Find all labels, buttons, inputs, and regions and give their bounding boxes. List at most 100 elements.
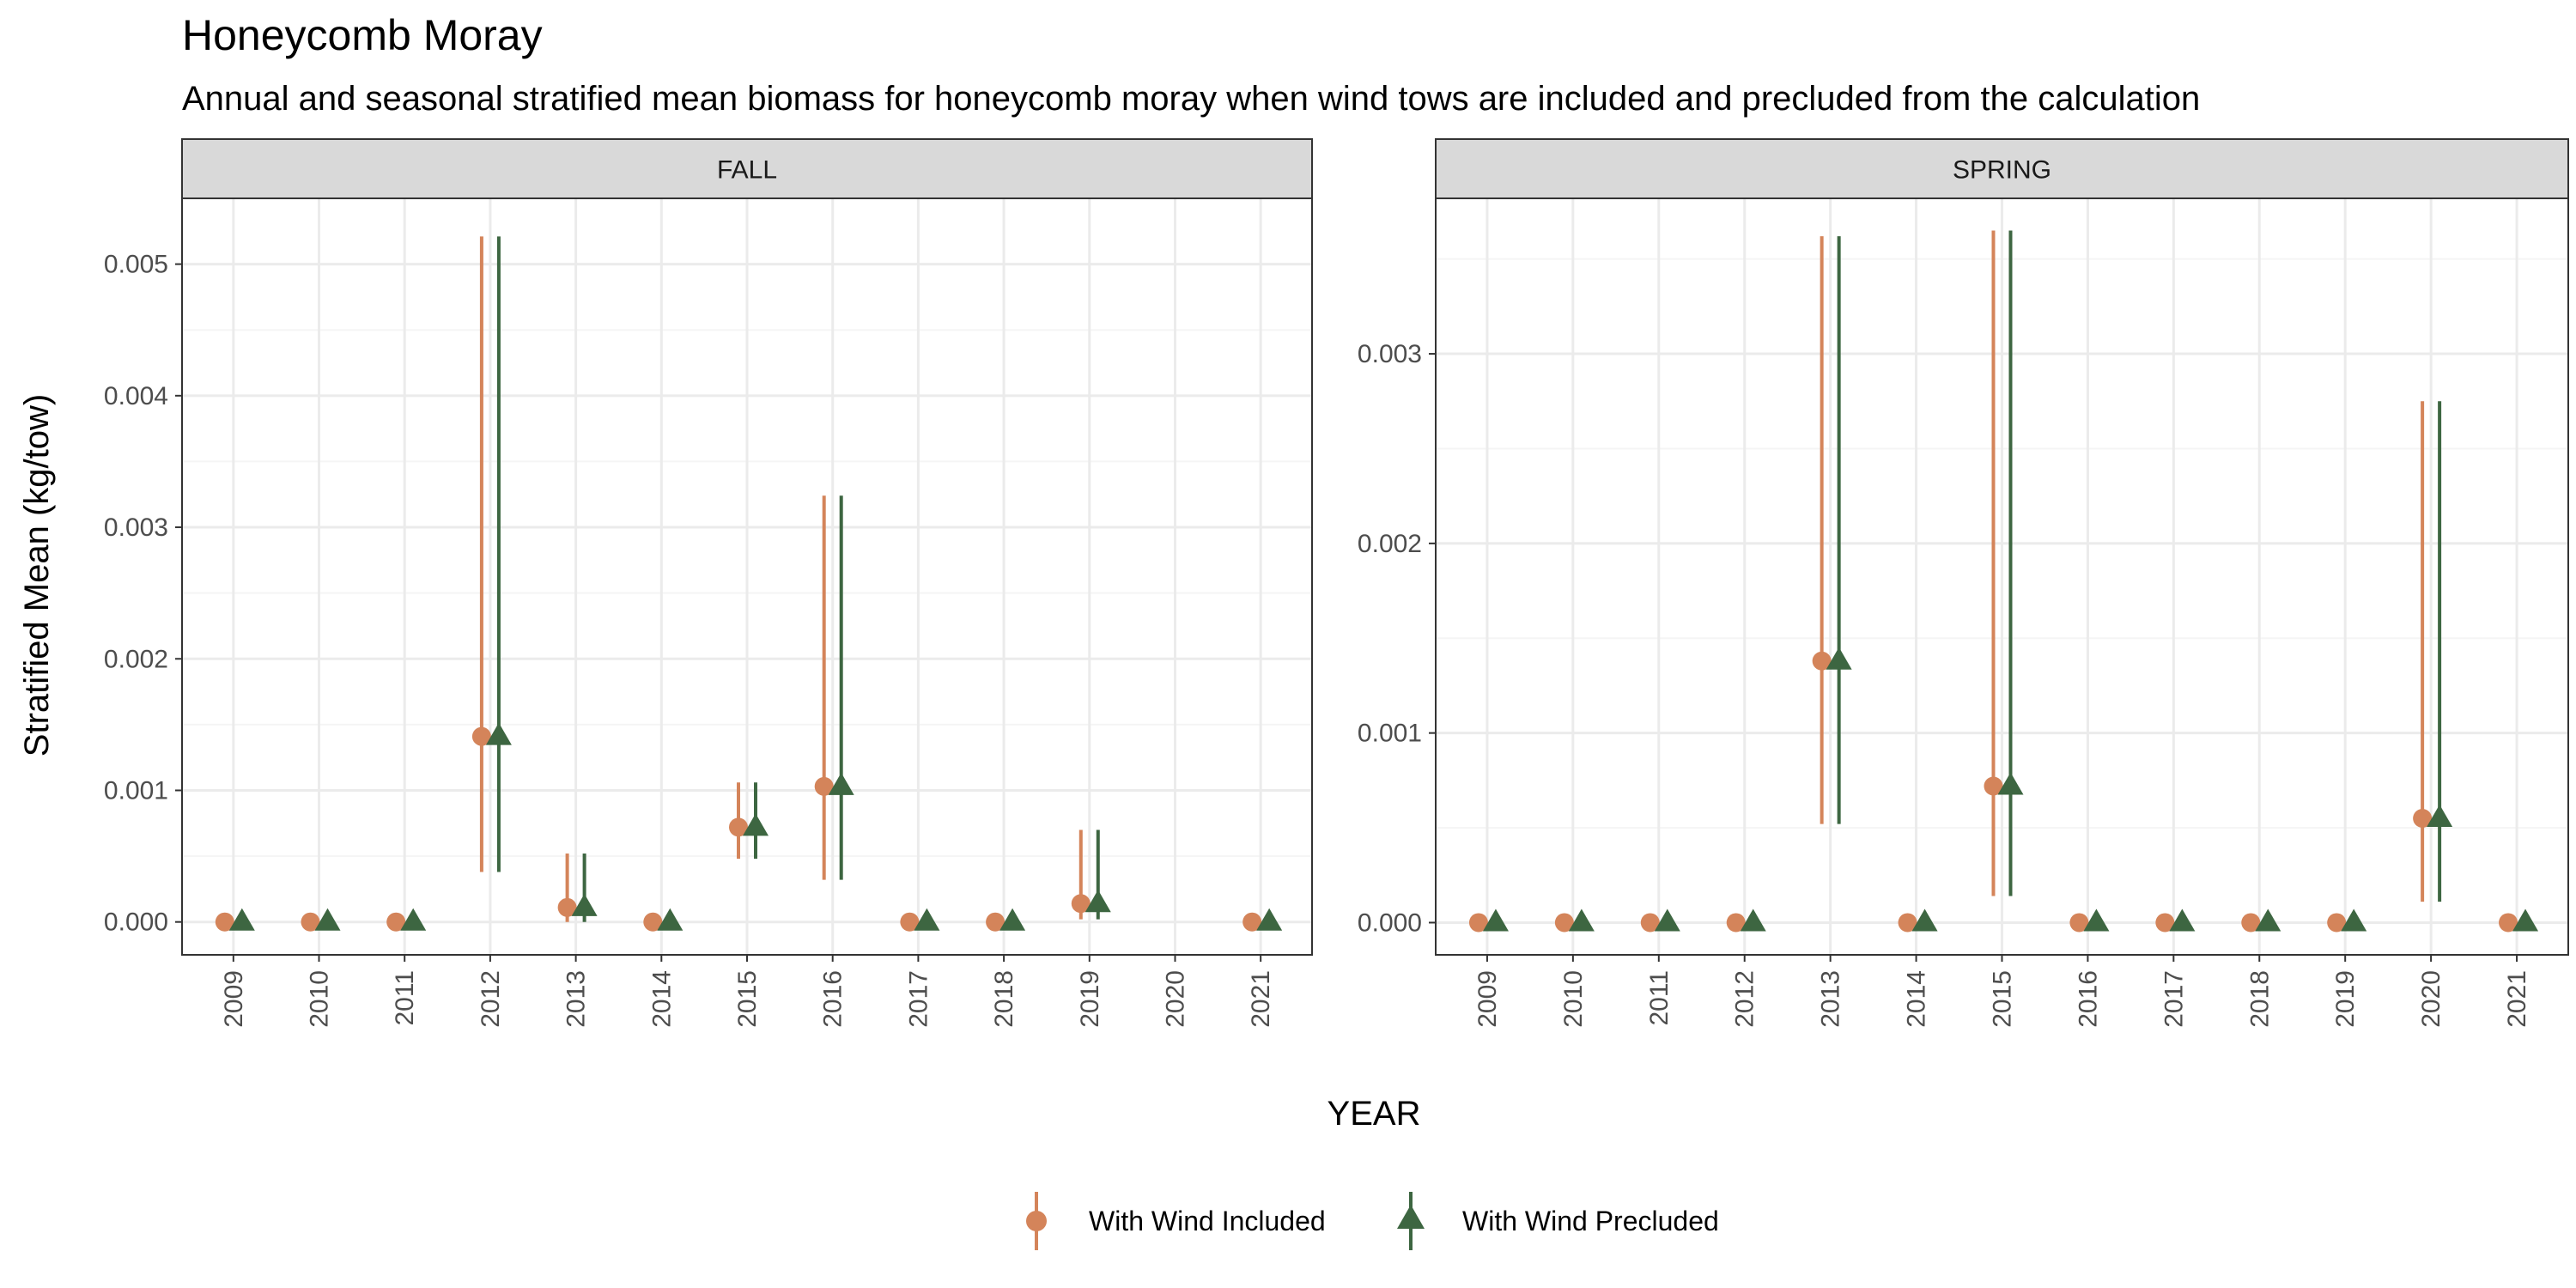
- x-tick-label: 2019: [1076, 970, 1104, 1028]
- y-tick-label: 0.001: [104, 776, 168, 805]
- y-tick-label: 0.005: [104, 251, 168, 279]
- facet-panel-spring: SPRING 0.000 0.001 0.002 0.003 2009 2010 2011 20…: [1358, 138, 2569, 1028]
- point-precluded: [2083, 908, 2110, 932]
- point-precluded: [1568, 908, 1595, 932]
- point-precluded: [1740, 908, 1766, 932]
- y-tick-label: 0.001: [1358, 720, 1422, 748]
- y-tick-label: 0.000: [1358, 908, 1422, 937]
- x-tick-label: 2013: [1817, 970, 1845, 1028]
- y-tick-label: 0.002: [104, 645, 168, 673]
- x-tick-label: 2021: [2503, 970, 2531, 1028]
- point-precluded: [2169, 908, 2196, 932]
- point-included: [2155, 913, 2175, 933]
- point-included: [1071, 894, 1091, 914]
- point-precluded: [999, 908, 1026, 931]
- y-tick-label: 0.004: [104, 382, 168, 410]
- point-included: [215, 912, 234, 932]
- legend-included-label: With Wind Included: [1089, 1206, 1326, 1236]
- point-included: [2069, 913, 2089, 933]
- point-included: [1726, 913, 1746, 933]
- x-tick-label: 2020: [1161, 970, 1189, 1028]
- point-precluded: [828, 772, 854, 795]
- point-included: [557, 897, 577, 917]
- facet-panel-fall: FALL 0.000 0.001 0.002 0.003 0.004 0.005 2009 20…: [104, 138, 1313, 1028]
- point-precluded: [1256, 908, 1283, 931]
- x-tick-label: 2009: [1473, 970, 1502, 1028]
- x-tick-label: 2017: [2160, 970, 2188, 1028]
- point-included: [386, 912, 406, 932]
- point-precluded: [2512, 908, 2539, 932]
- point-precluded: [314, 908, 341, 931]
- point-included: [729, 817, 748, 837]
- point-included: [2327, 913, 2347, 933]
- panel-border: [1435, 197, 2569, 956]
- point-included: [643, 912, 663, 932]
- point-included: [814, 776, 834, 796]
- x-tick-label: 2010: [1559, 970, 1588, 1028]
- facet-strip: [181, 138, 1313, 199]
- x-tick-label: 2009: [220, 970, 248, 1028]
- point-included: [471, 726, 491, 746]
- x-tick-label: 2010: [306, 970, 334, 1028]
- y-tick-label: 0.003: [1358, 340, 1422, 368]
- chart-subtitle: Annual and seasonal stratified mean biom…: [182, 80, 2200, 118]
- point-precluded: [2427, 805, 2453, 828]
- point-precluded: [1084, 890, 1111, 913]
- point-included: [301, 912, 320, 932]
- point-included: [1242, 912, 1262, 932]
- x-tick-label: 2014: [647, 970, 676, 1028]
- y-tick-label: 0.000: [104, 908, 168, 937]
- legend-precluded-label: With Wind Precluded: [1462, 1206, 1719, 1236]
- x-tick-label: 2013: [562, 970, 591, 1028]
- x-tick-label: 2011: [1645, 970, 1674, 1026]
- point-precluded: [657, 908, 683, 931]
- y-tick-label: 0.002: [1358, 530, 1422, 558]
- point-precluded: [2255, 908, 2281, 932]
- legend: With Wind Included With Wind Precluded: [1026, 1192, 1719, 1250]
- point-precluded: [1482, 908, 1509, 932]
- facet-strip-label: SPRING: [1953, 156, 2051, 185]
- point-included: [1984, 776, 2003, 796]
- x-tick-label: 2016: [819, 970, 848, 1028]
- x-tick-label: 2012: [1731, 970, 1759, 1028]
- point-included: [1640, 913, 1660, 933]
- point-included: [1812, 651, 1832, 671]
- point-precluded: [400, 908, 427, 931]
- point-included: [1468, 913, 1488, 933]
- point-included: [900, 912, 920, 932]
- x-tick-label: 2014: [1903, 970, 1931, 1028]
- chart-title: Honeycomb Moray: [182, 11, 543, 59]
- legend-item-precluded: With Wind Precluded: [1397, 1192, 1719, 1250]
- facet-strip-label: FALL: [717, 156, 777, 185]
- facet-panels: FALL 0.000 0.001 0.002 0.003 0.004 0.005 2009 20…: [104, 138, 2569, 1028]
- x-tick-label: 2018: [990, 970, 1018, 1028]
- point-included: [986, 912, 1005, 932]
- legend-item-included: With Wind Included: [1026, 1192, 1326, 1250]
- point-included: [2413, 809, 2433, 829]
- point-precluded: [485, 722, 512, 745]
- point-precluded: [2341, 908, 2367, 932]
- point-precluded: [228, 908, 255, 931]
- point-precluded: [1997, 772, 2024, 795]
- point-precluded: [571, 893, 598, 916]
- point-precluded: [1654, 908, 1680, 932]
- x-tick-label: 2015: [733, 970, 762, 1028]
- point-precluded: [914, 908, 940, 931]
- x-tick-label: 2021: [1247, 970, 1275, 1028]
- legend-precluded-marker: [1397, 1205, 1425, 1229]
- point-included: [1898, 913, 1917, 933]
- x-tick-label: 2015: [1989, 970, 2017, 1028]
- x-tick-label: 2012: [477, 970, 505, 1028]
- y-axis-title: Stratified Mean (kg/tow): [18, 394, 56, 756]
- point-precluded: [743, 813, 769, 836]
- x-tick-label: 2020: [2417, 970, 2445, 1028]
- x-tick-label: 2016: [2074, 970, 2102, 1028]
- x-tick-label: 2019: [2331, 970, 2360, 1028]
- x-axis-title: YEAR: [1327, 1095, 1421, 1133]
- point-included: [2241, 913, 2261, 933]
- point-included: [1554, 913, 1574, 933]
- x-tick-label: 2018: [2245, 970, 2274, 1028]
- panel-border: [181, 197, 1313, 956]
- legend-included-marker: [1026, 1211, 1047, 1231]
